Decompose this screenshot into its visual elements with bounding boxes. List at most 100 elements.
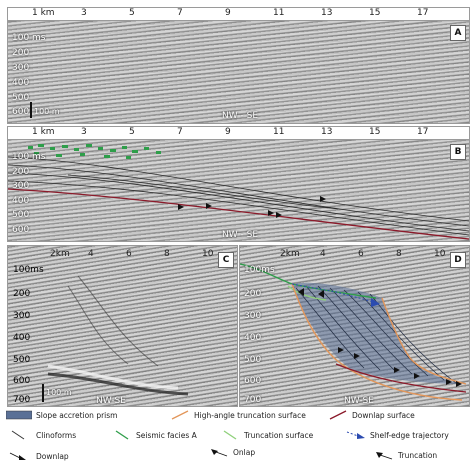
seismic-bright-reflectors-c: [47, 275, 189, 396]
km-tick: 8: [164, 249, 170, 259]
km-tick: 6: [126, 249, 132, 259]
downlap-surface-line: [8, 188, 469, 240]
legend-label: Downlap surface: [352, 410, 415, 420]
km-tick: 2km: [50, 249, 70, 259]
vertical-scale-bar: [30, 102, 32, 118]
legend-label: Downlap: [36, 451, 69, 461]
panel-letter: D: [450, 252, 466, 268]
legend-label: Onlap: [233, 447, 256, 457]
shelf-edge-arrowhead: [371, 298, 380, 307]
panel-c: 2km 4 6 8 10 100ms 200 300 400 500 600 7…: [7, 245, 238, 407]
depth-tick: 400: [13, 333, 31, 343]
depth-tick: 600: [12, 225, 30, 235]
depth-tick: 100 ms: [12, 33, 46, 43]
depth-tick: 200: [13, 289, 31, 299]
legend-slope-prism: Slope accretion prism: [6, 410, 117, 420]
downlap-surface-line-icon: [329, 410, 347, 420]
depth-tick: 400: [244, 333, 262, 343]
km-tick: 10: [202, 249, 214, 259]
legend-clinoforms: Clinoforms: [6, 430, 76, 440]
shelf-edge-arrow-icon: [346, 431, 365, 439]
legend-truncation: Truncation: [374, 450, 437, 460]
depth-tick: 600: [13, 376, 31, 386]
km-tick: 13: [321, 8, 333, 18]
direction-label: NW - SE: [222, 111, 258, 121]
truncation-surface-line: [287, 285, 327, 301]
km-tick: 15: [369, 127, 381, 137]
legend-downlap: Downlap: [6, 451, 69, 461]
downlap-surface-line: [335, 363, 467, 393]
depth-tick: 400: [12, 196, 30, 206]
depth-tick: 300: [12, 63, 30, 73]
km-tick: 17: [417, 8, 429, 18]
direction-label: NW-SE: [96, 396, 126, 406]
depth-tick: 200: [12, 167, 30, 177]
km-tick: 7: [177, 8, 183, 18]
scale-label: 100 m: [46, 388, 72, 397]
km-tick: 17: [417, 127, 429, 137]
onlap-arrow-icon: [211, 449, 228, 457]
downlap-arrows: [178, 196, 326, 218]
km-tick: 11: [273, 8, 285, 18]
depth-tick: 500: [12, 93, 30, 103]
km-tick: 5: [129, 8, 135, 18]
km-tick: 5: [129, 127, 135, 137]
legend-high-angle: High-angle truncation surface: [170, 410, 306, 420]
km-tick: 7: [177, 127, 183, 137]
km-tick: 10: [434, 249, 446, 259]
high-angle-line-icon: [171, 410, 189, 420]
depth-tick: 500: [12, 210, 30, 220]
legend-label: Clinoforms: [36, 430, 77, 440]
depth-tick: 300: [12, 181, 30, 191]
legend-label: Shelf-edge trajectory: [370, 430, 449, 440]
legend-label: Slope accretion prism: [36, 410, 118, 420]
km-tick: 1 km: [32, 127, 55, 137]
depth-tick: 700: [244, 395, 262, 405]
legend-label: Truncation: [398, 450, 438, 460]
depth-tick: 400: [12, 78, 30, 88]
clinoform-lines: [295, 285, 457, 384]
depth-tick: 300: [13, 311, 31, 321]
depth-tick: 500: [13, 355, 31, 365]
legend-label: Truncation surface: [244, 430, 314, 440]
km-tick: 13: [321, 127, 333, 137]
direction-label: NW - SE: [222, 230, 258, 240]
facies-line-icon: [115, 430, 129, 440]
km-tick: 4: [320, 249, 326, 259]
legend-onlap: Onlap: [209, 447, 255, 457]
km-tick: 11: [273, 127, 285, 137]
panel-letter: B: [450, 144, 466, 160]
depth-tick: 600: [12, 107, 30, 117]
clinoform-line-icon: [11, 430, 25, 440]
km-tick: 3: [81, 8, 87, 18]
truncation-arrow-icon: [376, 452, 393, 460]
depth-tick: 600: [244, 376, 262, 386]
km-tick: 6: [358, 249, 364, 259]
depth-tick: 200: [12, 48, 30, 58]
km-tick: 9: [225, 8, 231, 18]
depth-tick: 300: [244, 311, 262, 321]
vertical-scale-bar: [42, 384, 44, 402]
clinoform-lines: [8, 156, 469, 236]
scale-label: 100 m: [34, 107, 60, 116]
km-tick: 2km: [280, 249, 300, 259]
panel-letter: C: [218, 252, 234, 268]
legend-downlap-surface: Downlap surface: [328, 410, 415, 420]
legend-shelf-edge: Shelf-edge trajectory: [346, 430, 449, 440]
km-axis-b: 1 km 3 5 7 9 11 13 15 17: [8, 127, 469, 140]
seismic-facies-a-markings: [28, 144, 161, 159]
high-angle-truncation-line: [291, 283, 463, 401]
depth-tick: 100ms: [13, 265, 44, 275]
interpretation-overlay-b: [8, 144, 469, 240]
km-tick: 8: [396, 249, 402, 259]
depth-tick: 500: [244, 355, 262, 365]
legend-truncation-surface: Truncation surface: [220, 430, 313, 440]
km-tick: 4: [88, 249, 94, 259]
panel-a: 1 km 3 5 7 9 11 13 15 17 100 ms 200 300 …: [7, 7, 470, 124]
depth-tick: 100ms: [244, 265, 275, 275]
km-tick: 3: [81, 127, 87, 137]
km-tick: 1 km: [32, 8, 55, 18]
direction-label: NW-SE: [344, 396, 374, 406]
high-angle-truncation-line-upper: [381, 297, 467, 385]
panel-b: 1 km 3 5 7 9 11 13 15 17: [7, 126, 470, 242]
